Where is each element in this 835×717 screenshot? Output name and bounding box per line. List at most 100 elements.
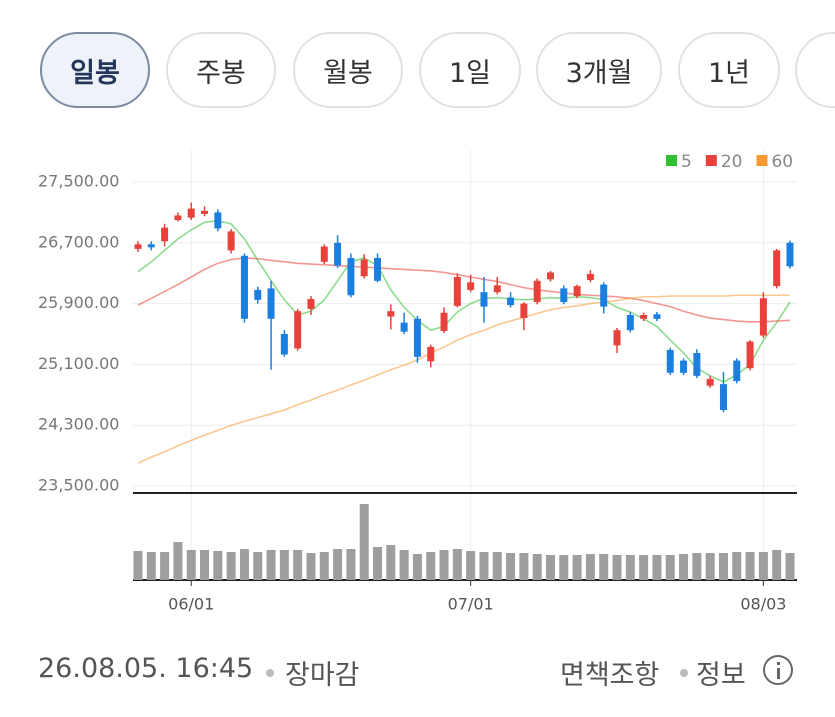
candle-body xyxy=(440,312,448,331)
candle-body xyxy=(267,288,275,319)
info-icon[interactable] xyxy=(763,655,793,685)
volume-bar xyxy=(718,553,728,580)
y-tick-label: 26,700.00 xyxy=(38,232,119,251)
candle-body xyxy=(214,212,222,229)
candle-body xyxy=(201,210,209,214)
candle-body xyxy=(227,231,235,251)
candle-body xyxy=(187,208,195,218)
candle-body xyxy=(360,259,368,277)
candle-body xyxy=(759,298,767,336)
volume-bar xyxy=(692,553,702,580)
candle-body xyxy=(334,242,342,266)
period-tab[interactable]: 월봉 xyxy=(293,32,403,108)
y-tick-label: 25,100.00 xyxy=(38,354,119,373)
candle-body xyxy=(546,272,554,280)
volume-bar xyxy=(226,552,236,580)
volume-bar xyxy=(306,553,316,580)
volume-bar xyxy=(293,550,303,580)
chart: 27,500.00 26,700.00 25,900.00 25,100.00 24,3… xyxy=(38,150,797,614)
volume-bar xyxy=(585,554,595,580)
volume-bar xyxy=(133,551,143,580)
volume-bar xyxy=(652,555,662,580)
volume-bar xyxy=(559,555,569,580)
candle-body xyxy=(147,244,155,248)
volume-bar xyxy=(665,555,675,580)
y-tick-label: 24,300.00 xyxy=(38,415,119,434)
candle-body xyxy=(680,360,688,373)
candle-body xyxy=(240,255,248,319)
volume-bar xyxy=(705,553,715,580)
candle-body xyxy=(507,297,515,306)
volume-bar xyxy=(625,555,635,580)
period-tab[interactable]: 일봉 xyxy=(40,32,150,108)
candle-body xyxy=(626,315,634,331)
separator-dot xyxy=(266,669,274,677)
period-tab[interactable]: 1일 xyxy=(419,32,521,108)
candle-body xyxy=(600,284,608,307)
volume-bar xyxy=(412,554,422,580)
candle-body xyxy=(533,280,541,303)
x-tick-label: 06/01 xyxy=(168,595,214,614)
separator-dot xyxy=(680,669,688,677)
market-status: 장마감 xyxy=(285,660,360,691)
volume-bar xyxy=(399,550,409,580)
legend-swatch xyxy=(756,155,768,166)
candle-body xyxy=(254,289,262,300)
candle-body xyxy=(400,322,408,332)
moving-average-line xyxy=(137,294,790,464)
volume-bar xyxy=(279,550,289,580)
candle-body xyxy=(347,258,355,296)
volume-bar xyxy=(239,549,249,580)
candle-body xyxy=(294,311,302,349)
volume-bar xyxy=(319,552,329,580)
candle-body xyxy=(613,330,621,346)
disclaimer-link[interactable]: 면책조항 xyxy=(560,660,660,691)
candle-body xyxy=(134,244,142,249)
volume-bar xyxy=(506,553,516,580)
volume-bar xyxy=(160,552,170,580)
volume-bar xyxy=(679,554,689,580)
volume-bar xyxy=(359,504,369,580)
candle-body xyxy=(413,318,421,357)
candle-body xyxy=(586,273,594,281)
candle-body xyxy=(666,349,674,373)
volume-bar xyxy=(186,550,196,580)
period-tab[interactable]: 3개월 xyxy=(536,32,662,108)
candle-body xyxy=(746,341,754,369)
volume-bar xyxy=(532,554,542,580)
volume-bar xyxy=(545,555,555,580)
candle-body xyxy=(307,299,315,309)
candle-body xyxy=(453,277,461,306)
period-tab[interactable]: 주봉 xyxy=(166,32,276,108)
candle-body xyxy=(693,353,701,376)
x-tick-label: 08/03 xyxy=(740,595,786,614)
volume-bar xyxy=(639,555,649,580)
candle-body xyxy=(161,227,169,242)
candle-body xyxy=(387,311,395,317)
volume-bar xyxy=(426,552,436,580)
volume-bar xyxy=(266,550,276,580)
volume-bar xyxy=(772,550,782,580)
candle-body xyxy=(719,384,727,410)
candle-body xyxy=(706,378,714,386)
volume-bar xyxy=(173,542,183,580)
volume-bar xyxy=(758,552,768,580)
legend-swatch xyxy=(666,155,677,166)
volume-bar xyxy=(466,551,476,580)
y-tick-label: 27,500.00 xyxy=(38,172,119,191)
volume-bar xyxy=(213,551,223,580)
candle-body xyxy=(493,285,501,293)
moving-average-line xyxy=(137,257,791,323)
legend-swatch xyxy=(705,155,717,166)
moving-average-line xyxy=(137,219,791,383)
volume-bar xyxy=(386,545,396,580)
volume-bar xyxy=(612,555,622,580)
candle-body xyxy=(174,215,182,220)
legend-label: 20 xyxy=(721,152,743,172)
candle-body xyxy=(786,242,794,267)
candle-body xyxy=(427,346,435,362)
period-tab[interactable]: 1년 xyxy=(678,32,780,108)
x-tick-label: 07/01 xyxy=(448,595,494,614)
info-link[interactable]: 정보 xyxy=(696,660,746,691)
